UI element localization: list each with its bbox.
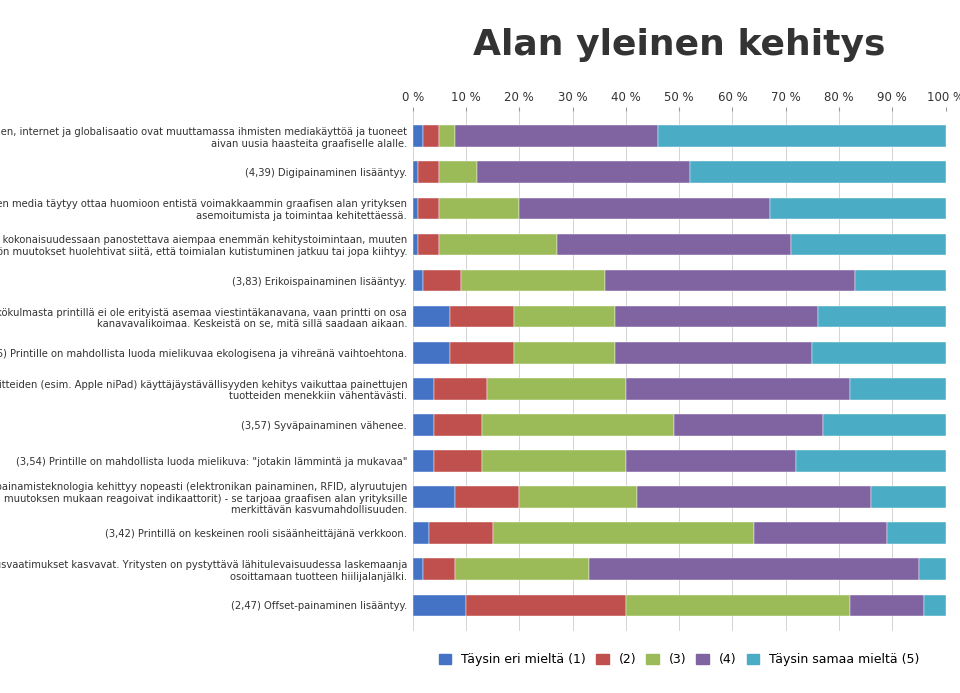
Bar: [423, 270, 461, 291]
Bar: [434, 414, 482, 436]
Bar: [413, 161, 419, 183]
Bar: [924, 595, 946, 616]
Bar: [791, 234, 946, 255]
Bar: [429, 523, 492, 544]
Bar: [674, 414, 823, 436]
Bar: [557, 234, 791, 255]
Bar: [455, 486, 519, 508]
Bar: [413, 595, 467, 616]
Bar: [626, 595, 850, 616]
Bar: [419, 161, 440, 183]
Bar: [419, 198, 440, 219]
Bar: [850, 595, 924, 616]
Bar: [871, 486, 946, 508]
Bar: [413, 559, 423, 580]
Bar: [440, 161, 477, 183]
Bar: [413, 306, 450, 328]
Bar: [887, 523, 946, 544]
Bar: [626, 450, 797, 472]
Legend: Täysin eri mieltä (1), (2), (3), (4), Täysin samaa mieltä (5): Täysin eri mieltä (1), (2), (3), (4), Tä…: [434, 648, 924, 671]
Bar: [419, 234, 440, 255]
Bar: [413, 523, 429, 544]
Bar: [636, 486, 871, 508]
Bar: [413, 125, 423, 147]
Bar: [519, 486, 636, 508]
Bar: [514, 306, 615, 328]
Bar: [440, 125, 455, 147]
Bar: [434, 378, 488, 400]
Bar: [450, 342, 514, 364]
Bar: [919, 559, 946, 580]
Bar: [423, 559, 455, 580]
Bar: [413, 378, 434, 400]
Bar: [855, 270, 946, 291]
Bar: [450, 306, 514, 328]
Bar: [818, 306, 946, 328]
Bar: [413, 414, 434, 436]
Bar: [413, 270, 423, 291]
Bar: [850, 378, 946, 400]
Bar: [770, 198, 946, 219]
Bar: [823, 414, 946, 436]
Bar: [477, 161, 690, 183]
Bar: [626, 378, 850, 400]
Bar: [413, 234, 419, 255]
Bar: [519, 198, 770, 219]
Bar: [467, 595, 626, 616]
Bar: [413, 450, 434, 472]
Bar: [690, 161, 946, 183]
Bar: [423, 125, 440, 147]
Bar: [812, 342, 946, 364]
Bar: [413, 198, 419, 219]
Bar: [434, 450, 482, 472]
Bar: [605, 270, 855, 291]
Bar: [413, 486, 455, 508]
Bar: [482, 450, 626, 472]
Bar: [413, 342, 450, 364]
Bar: [615, 306, 818, 328]
Bar: [440, 198, 519, 219]
Title: Alan yleinen kehitys: Alan yleinen kehitys: [473, 28, 885, 62]
Bar: [482, 414, 674, 436]
Bar: [588, 559, 919, 580]
Bar: [440, 234, 557, 255]
Bar: [514, 342, 615, 364]
Bar: [615, 342, 812, 364]
Bar: [754, 523, 887, 544]
Bar: [492, 523, 754, 544]
Bar: [455, 559, 588, 580]
Bar: [488, 378, 626, 400]
Bar: [797, 450, 946, 472]
Bar: [658, 125, 946, 147]
Bar: [455, 125, 658, 147]
Bar: [461, 270, 605, 291]
